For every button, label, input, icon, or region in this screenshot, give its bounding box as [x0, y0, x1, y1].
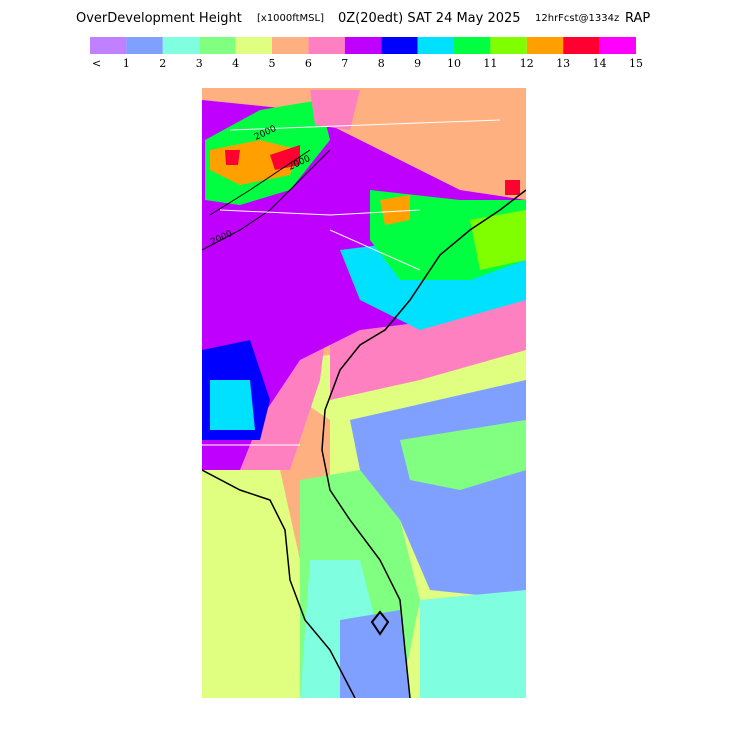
title: OverDevelopment Height	[76, 11, 242, 26]
colorbar-label: 7	[341, 57, 348, 70]
colorbar-label: 12	[520, 57, 534, 70]
field-region	[420, 590, 526, 698]
colorbar-label: 11	[483, 57, 497, 70]
colorbar-label: 10	[447, 57, 461, 70]
field-region	[340, 610, 410, 698]
color-swatch	[235, 37, 272, 54]
color-swatch	[563, 37, 600, 54]
field-region	[505, 180, 520, 195]
colorbar-label: 5	[269, 57, 276, 70]
colorbar-label: 8	[378, 57, 385, 70]
color-swatch	[344, 37, 382, 54]
color-swatch	[599, 37, 636, 54]
contour	[202, 149, 331, 251]
field-region	[210, 380, 255, 430]
colorbar-label: 6	[305, 57, 312, 70]
color-swatch	[308, 37, 345, 54]
color-swatch	[417, 37, 454, 54]
color-swatch	[162, 37, 200, 54]
model: RAP	[625, 11, 650, 26]
field-region	[380, 195, 410, 225]
field-region	[202, 470, 330, 698]
color-swatch	[490, 37, 527, 54]
color-swatch	[272, 37, 309, 54]
colorbar-label: 4	[232, 57, 239, 70]
colorbar-label: 14	[593, 57, 607, 70]
color-swatch	[199, 37, 236, 54]
field-region	[310, 90, 360, 130]
colorbar-label: 2	[159, 57, 166, 70]
field-region	[470, 210, 526, 270]
colorbar-label: 3	[196, 57, 203, 70]
color-swatch	[90, 37, 127, 54]
colorbar-label: 13	[556, 57, 570, 70]
color-swatch	[526, 37, 564, 54]
colorbar-label: 9	[414, 57, 421, 70]
valid-time: 0Z(20edt) SAT 24 May 2025	[338, 11, 521, 26]
color-swatch	[381, 37, 418, 54]
contour	[370, 610, 390, 636]
field-region	[225, 150, 240, 165]
coastline	[202, 469, 356, 698]
coastline	[321, 189, 526, 698]
field-region	[400, 420, 526, 490]
colorbar-label: <	[92, 57, 101, 70]
colorbar-label: 1	[123, 57, 130, 70]
color-swatch	[454, 37, 491, 54]
units: [x1000ftMSL]	[257, 13, 324, 24]
forecast: 12hrFcst@1334z	[535, 13, 619, 24]
colorbar: <1 2 3 4 5 6 7 8 9 10 11 12 13 14 15	[90, 37, 643, 70]
contour	[209, 149, 311, 216]
colorbar-label: 15	[629, 57, 643, 70]
color-swatch	[126, 37, 163, 54]
field-region	[270, 145, 300, 170]
state-line	[202, 119, 501, 446]
